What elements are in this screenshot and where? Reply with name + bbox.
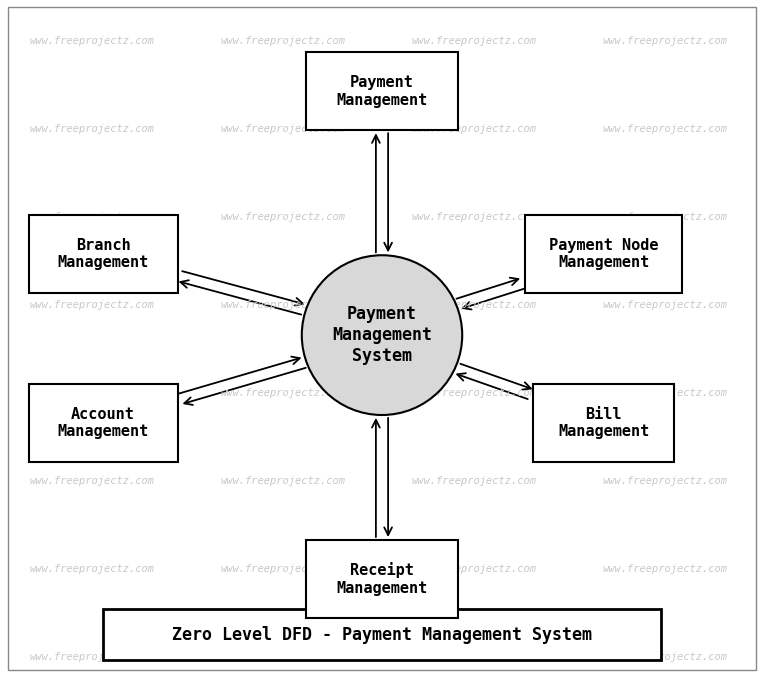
Text: www.freeprojectz.com: www.freeprojectz.com [220, 476, 345, 485]
Text: www.freeprojectz.com: www.freeprojectz.com [29, 388, 154, 397]
Text: www.freeprojectz.com: www.freeprojectz.com [411, 564, 536, 573]
Text: www.freeprojectz.com: www.freeprojectz.com [411, 300, 536, 309]
Text: www.freeprojectz.com: www.freeprojectz.com [29, 476, 154, 485]
Text: www.freeprojectz.com: www.freeprojectz.com [602, 124, 727, 133]
Text: www.freeprojectz.com: www.freeprojectz.com [220, 124, 345, 133]
Text: Payment
Management
System: Payment Management System [332, 305, 432, 365]
Text: www.freeprojectz.com: www.freeprojectz.com [602, 476, 727, 485]
Text: www.freeprojectz.com: www.freeprojectz.com [602, 300, 727, 309]
Text: Zero Level DFD - Payment Management System: Zero Level DFD - Payment Management Syst… [172, 626, 592, 644]
Bar [29, 215, 178, 292]
Text: www.freeprojectz.com: www.freeprojectz.com [220, 564, 345, 573]
Text: www.freeprojectz.com: www.freeprojectz.com [220, 388, 345, 397]
Text: www.freeprojectz.com: www.freeprojectz.com [602, 212, 727, 221]
Text: www.freeprojectz.com: www.freeprojectz.com [602, 564, 727, 573]
Text: www.freeprojectz.com: www.freeprojectz.com [29, 212, 154, 221]
Text: www.freeprojectz.com: www.freeprojectz.com [411, 652, 536, 661]
Text: www.freeprojectz.com: www.freeprojectz.com [602, 36, 727, 45]
Bar [29, 384, 178, 462]
Text: www.freeprojectz.com: www.freeprojectz.com [220, 652, 345, 661]
Text: Receipt
Management: Receipt Management [336, 562, 428, 596]
Ellipse shape [302, 255, 462, 415]
Text: www.freeprojectz.com: www.freeprojectz.com [220, 300, 345, 309]
Text: Payment Node
Management: Payment Node Management [549, 238, 659, 270]
Text: www.freeprojectz.com: www.freeprojectz.com [602, 388, 727, 397]
Text: Branch
Management: Branch Management [57, 238, 149, 270]
Text: www.freeprojectz.com: www.freeprojectz.com [411, 36, 536, 45]
Bar [526, 215, 682, 292]
Text: www.freeprojectz.com: www.freeprojectz.com [29, 652, 154, 661]
Text: www.freeprojectz.com: www.freeprojectz.com [29, 124, 154, 133]
Bar [103, 609, 661, 660]
Text: Account
Management: Account Management [57, 407, 149, 439]
Text: www.freeprojectz.com: www.freeprojectz.com [29, 300, 154, 309]
Bar [306, 540, 458, 617]
Text: Payment
Management: Payment Management [336, 75, 428, 108]
Bar [533, 384, 675, 462]
Text: www.freeprojectz.com: www.freeprojectz.com [411, 124, 536, 133]
Text: www.freeprojectz.com: www.freeprojectz.com [29, 36, 154, 45]
Bar [306, 52, 458, 130]
Text: www.freeprojectz.com: www.freeprojectz.com [411, 476, 536, 485]
Text: www.freeprojectz.com: www.freeprojectz.com [411, 212, 536, 221]
Text: Bill
Management: Bill Management [558, 407, 649, 439]
Text: www.freeprojectz.com: www.freeprojectz.com [220, 212, 345, 221]
Text: www.freeprojectz.com: www.freeprojectz.com [602, 652, 727, 661]
Text: www.freeprojectz.com: www.freeprojectz.com [411, 388, 536, 397]
Text: www.freeprojectz.com: www.freeprojectz.com [29, 564, 154, 573]
Text: www.freeprojectz.com: www.freeprojectz.com [220, 36, 345, 45]
